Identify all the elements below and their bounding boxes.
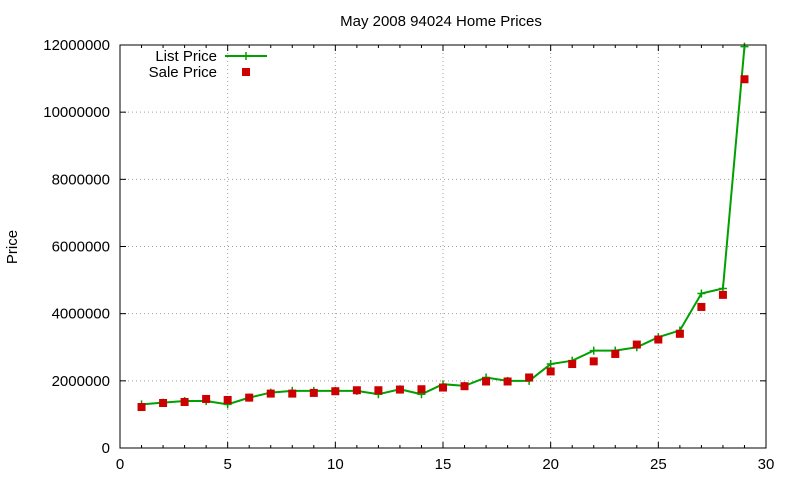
- y-tick-label: 4000000: [52, 306, 110, 323]
- y-axis-label: Price: [4, 230, 21, 264]
- sale-price-point: [589, 357, 598, 366]
- sale-price-point: [417, 385, 426, 394]
- sale-price-point: [525, 373, 534, 382]
- sale-price-point: [137, 403, 146, 412]
- y-tick-label: 8000000: [52, 171, 110, 188]
- sale-price-point: [718, 290, 727, 299]
- list-price-point: [589, 346, 598, 355]
- sale-price-point: [460, 382, 469, 391]
- x-tick-label: 5: [223, 456, 231, 473]
- y-tick-label: 6000000: [52, 239, 110, 256]
- x-tick-label: 10: [327, 456, 344, 473]
- y-tick-label: 2000000: [52, 373, 110, 390]
- sale-price-point: [675, 329, 684, 338]
- sale-price-point: [632, 340, 641, 349]
- sale-price-point: [568, 360, 577, 369]
- x-tick-label: 15: [435, 456, 452, 473]
- series-layer: [137, 42, 749, 412]
- sale-price-point: [331, 387, 340, 396]
- sale-price-point: [352, 386, 361, 395]
- sale-price-point: [697, 302, 706, 311]
- chart-title: May 2008 94024 Home Prices: [340, 13, 542, 30]
- sale-price-point: [740, 75, 749, 84]
- sale-price-point: [202, 394, 211, 403]
- list-price-point: [546, 360, 555, 369]
- list-price-point: [740, 42, 749, 51]
- sale-price-point: [654, 335, 663, 344]
- legend-point-swatch: [242, 68, 250, 76]
- plot-frame: [119, 44, 767, 449]
- legend-label: Sale Price: [149, 64, 217, 81]
- sale-price-point: [288, 389, 297, 398]
- sale-price-point: [482, 377, 491, 386]
- sale-price-point: [503, 377, 512, 386]
- legend-point-swatch: [242, 52, 250, 60]
- sale-price-point: [309, 388, 318, 397]
- sale-price-point: [223, 395, 232, 404]
- y-tick-label: 10000000: [43, 104, 110, 121]
- tick-layer: 0 5 10 15 20 25 30 0 2000000 4000000 6000000 800000…: [43, 37, 774, 473]
- y-tick-label: 0: [102, 440, 110, 457]
- series-sale-price: [137, 75, 749, 412]
- x-tick-label: 20: [542, 456, 559, 473]
- sale-price-point: [395, 385, 404, 394]
- sale-price-point: [611, 349, 620, 358]
- sale-price-point: [266, 389, 275, 398]
- list-price-point: [697, 289, 706, 298]
- sale-price-point: [546, 367, 555, 376]
- x-tick-label: 30: [758, 456, 775, 473]
- x-tick-label: 25: [650, 456, 667, 473]
- legend-label: List Price: [155, 48, 217, 65]
- sale-price-point: [180, 397, 189, 406]
- sale-price-point: [374, 386, 383, 395]
- x-tick-label: 0: [116, 456, 124, 473]
- y-tick-label: 12000000: [43, 37, 110, 54]
- sale-price-point: [439, 383, 447, 392]
- sale-price-point: [159, 398, 168, 407]
- sale-price-point: [245, 393, 254, 402]
